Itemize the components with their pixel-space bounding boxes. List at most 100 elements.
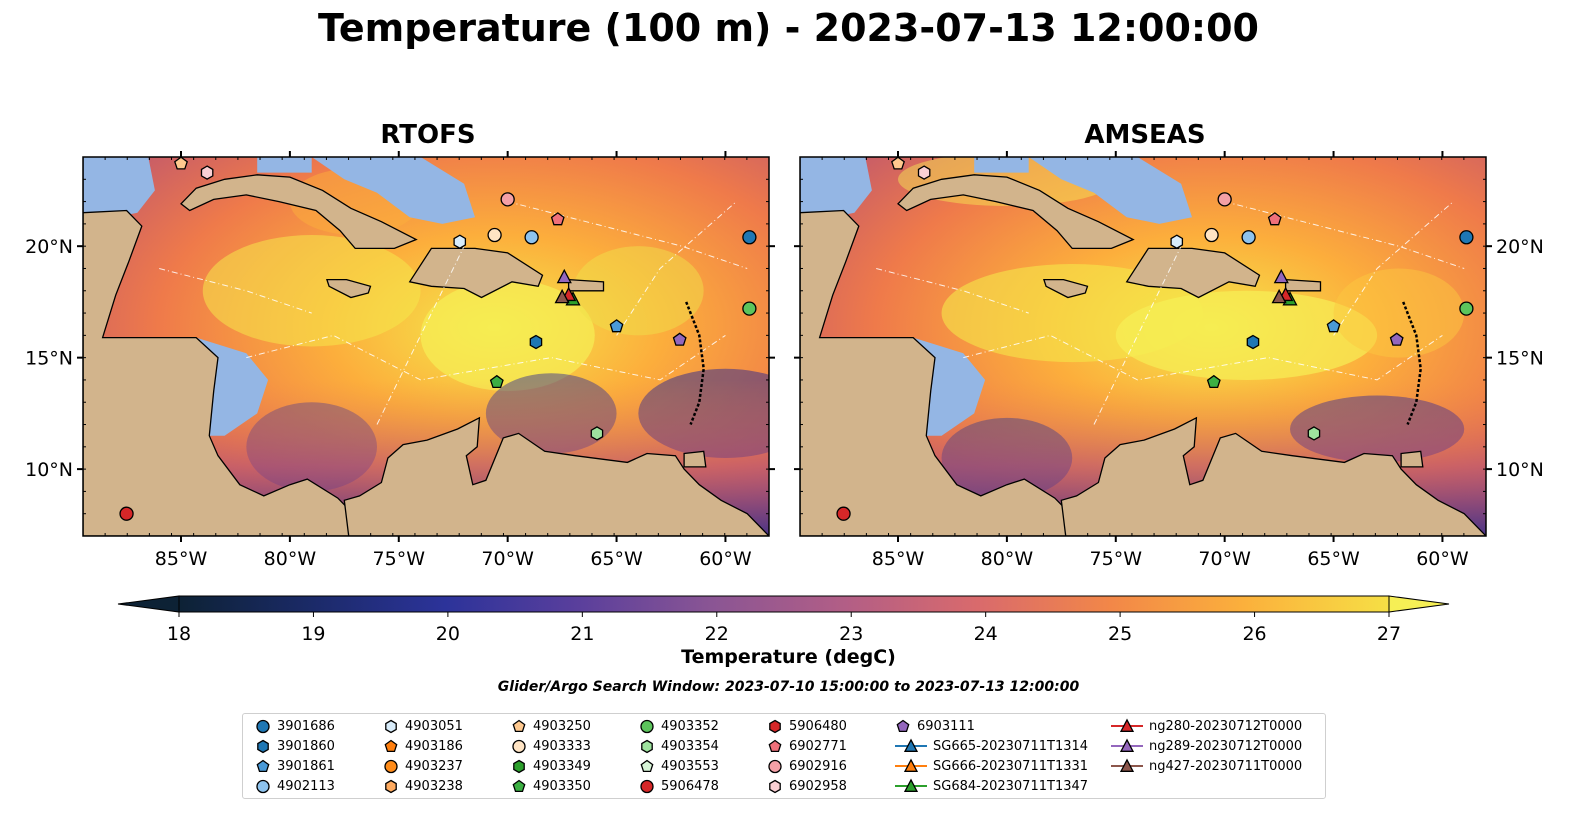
marker-6902771[interactable] bbox=[1267, 212, 1282, 226]
colorbar-label: Temperature (degC) bbox=[681, 646, 896, 668]
legend-item-4903250: 4903250 bbox=[511, 717, 591, 735]
marker-4903352[interactable] bbox=[742, 301, 757, 316]
marker-5906478[interactable] bbox=[119, 506, 134, 521]
legend-marker-icon[interactable] bbox=[1119, 758, 1135, 772]
legend-marker-icon[interactable] bbox=[640, 719, 654, 734]
lon-tick-label: 80°W bbox=[264, 548, 317, 570]
amseas-map[interactable] bbox=[800, 153, 1486, 536]
legend-item-4903237: 4903237 bbox=[383, 757, 463, 775]
legend-marker-icon[interactable] bbox=[769, 779, 781, 794]
legend-marker-icon[interactable] bbox=[1119, 738, 1135, 752]
marker-3901686[interactable] bbox=[1459, 230, 1474, 245]
marker-ng289-20230712t0000[interactable] bbox=[556, 268, 572, 284]
legend-label: 4902113 bbox=[277, 778, 335, 794]
legend-marker-icon[interactable] bbox=[1119, 718, 1135, 732]
marker-6902958[interactable] bbox=[200, 165, 214, 180]
marker-6902916[interactable] bbox=[1217, 192, 1232, 207]
marker-4903250[interactable] bbox=[174, 157, 188, 170]
legend-label: 4903051 bbox=[405, 718, 463, 734]
legend-marker-icon[interactable] bbox=[640, 759, 654, 773]
marker-4903354[interactable] bbox=[1307, 426, 1321, 441]
legend-marker-icon[interactable] bbox=[257, 739, 269, 754]
marker-4902113[interactable] bbox=[1241, 230, 1256, 245]
legend-marker-icon[interactable] bbox=[903, 778, 919, 792]
legend-marker-icon[interactable] bbox=[512, 739, 526, 754]
legend-label: 4903238 bbox=[405, 778, 463, 794]
legend-item-4903238: 4903238 bbox=[383, 777, 463, 795]
marker-3901860[interactable] bbox=[529, 334, 543, 350]
legend-marker-icon[interactable] bbox=[769, 719, 781, 734]
legend-item-4902113: 4902113 bbox=[255, 777, 335, 795]
marker-5906478[interactable] bbox=[836, 506, 851, 521]
rtofs-map[interactable] bbox=[83, 157, 813, 536]
legend-item-ng289-20230712t0000: ng289-20230712T0000 bbox=[1111, 737, 1302, 755]
legend-label: 3901860 bbox=[277, 738, 335, 754]
legend-item-5906478: 5906478 bbox=[639, 777, 719, 795]
marker-6902916[interactable] bbox=[500, 192, 515, 207]
legend-marker-icon[interactable] bbox=[384, 759, 398, 774]
legend-label: ng427-20230711T0000 bbox=[1149, 758, 1303, 774]
legend-marker-icon[interactable] bbox=[512, 779, 526, 793]
legend-item-4903553: 4903553 bbox=[639, 757, 719, 775]
lon-tick-label: 70°W bbox=[481, 548, 534, 570]
marker-4903250[interactable] bbox=[891, 157, 905, 170]
lon-tick-label: 60°W bbox=[699, 548, 752, 570]
legend-marker-icon[interactable] bbox=[513, 759, 525, 774]
legend-marker-icon[interactable] bbox=[903, 738, 919, 752]
legend-item-sg665-20230711t1314: SG665-20230711T1314 bbox=[895, 737, 1088, 755]
legend-label: 6902771 bbox=[789, 738, 847, 754]
legend-marker-icon[interactable] bbox=[641, 739, 653, 754]
legend-marker-icon[interactable] bbox=[512, 719, 526, 733]
colorbar-tick-label: 18 bbox=[167, 623, 191, 645]
legend-marker-icon[interactable] bbox=[768, 759, 782, 774]
legend-marker-icon[interactable] bbox=[385, 719, 397, 734]
marker-3901861[interactable] bbox=[609, 319, 624, 333]
marker-3901686[interactable] bbox=[742, 230, 757, 245]
marker-4903051[interactable] bbox=[1170, 234, 1184, 249]
figure-title: Temperature (100 m) - 2023-07-13 12:00:0… bbox=[317, 6, 1259, 50]
legend-item-6902771: 6902771 bbox=[767, 737, 847, 755]
legend-label: 4903352 bbox=[661, 718, 719, 734]
lat-tick-label: 20°N bbox=[1496, 236, 1544, 258]
legend-marker-icon[interactable] bbox=[256, 719, 270, 734]
lon-tick-label: 85°W bbox=[155, 548, 208, 570]
marker-4903333[interactable] bbox=[487, 227, 502, 243]
legend-label: 4903186 bbox=[405, 738, 463, 754]
marker-4903350[interactable] bbox=[489, 374, 504, 389]
marker-4903051[interactable] bbox=[453, 234, 467, 249]
legend-marker-icon[interactable] bbox=[256, 759, 270, 773]
marker-ng289-20230712t0000[interactable] bbox=[1273, 268, 1289, 284]
legend-label: 4903553 bbox=[661, 758, 719, 774]
marker-4903350[interactable] bbox=[1206, 374, 1221, 389]
legend-marker-icon[interactable] bbox=[256, 779, 270, 794]
legend-marker-icon[interactable] bbox=[903, 758, 919, 772]
legend-label: 6902958 bbox=[789, 778, 847, 794]
legend-item-4903186: 4903186 bbox=[383, 737, 463, 755]
marker-6902771[interactable] bbox=[550, 212, 565, 226]
marker-3901860[interactable] bbox=[1246, 334, 1260, 350]
marker-4903354[interactable] bbox=[590, 426, 604, 441]
legend-marker-icon[interactable] bbox=[640, 779, 654, 794]
marker-4903352[interactable] bbox=[1459, 301, 1474, 316]
legend-marker-icon[interactable] bbox=[384, 739, 398, 753]
legend-item-ng427-20230711t0000: ng427-20230711T0000 bbox=[1111, 757, 1302, 775]
lat-tick-label: 10°N bbox=[25, 459, 73, 481]
marker-ng427-20230711t0000[interactable] bbox=[1271, 288, 1287, 304]
marker-ng427-20230711t0000[interactable] bbox=[554, 288, 570, 304]
legend-marker-icon[interactable] bbox=[896, 719, 910, 733]
legend-label: 6903111 bbox=[917, 718, 975, 734]
marker-4902113[interactable] bbox=[524, 230, 539, 245]
legend-item-4903051: 4903051 bbox=[383, 717, 463, 735]
legend-marker-icon[interactable] bbox=[385, 779, 397, 794]
legend-label: 5906480 bbox=[789, 718, 847, 734]
lon-tick-label: 75°W bbox=[373, 548, 426, 570]
marker-3901861[interactable] bbox=[1326, 319, 1341, 333]
legend-item-6902916: 6902916 bbox=[767, 757, 847, 775]
legend-marker-icon[interactable] bbox=[768, 739, 782, 753]
marker-6903111[interactable] bbox=[1389, 332, 1404, 346]
marker-6902958[interactable] bbox=[917, 165, 931, 180]
marker-6903111[interactable] bbox=[672, 332, 687, 346]
legend-item-4903333: 4903333 bbox=[511, 737, 591, 755]
marker-4903333[interactable] bbox=[1204, 227, 1219, 243]
